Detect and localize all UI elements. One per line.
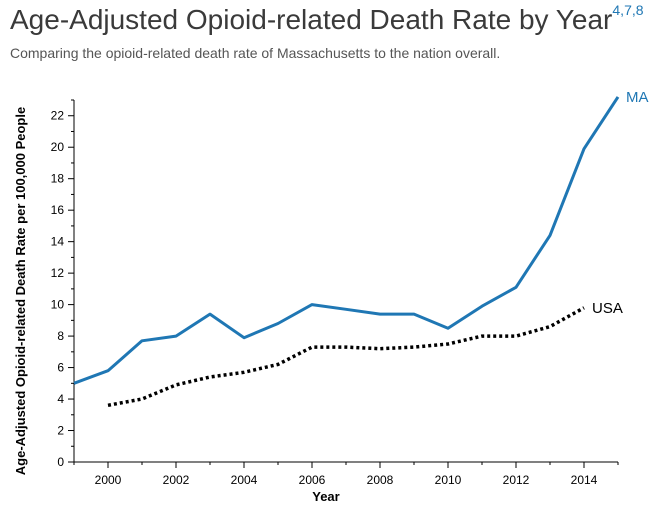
data-point-usa: [380, 348, 381, 349]
series-label-ma: MA: [626, 89, 649, 106]
data-point-usa: [346, 347, 347, 348]
y-axis-label: Age-Adjusted Opioid-related Death Rate p…: [13, 107, 28, 475]
data-point-usa: [176, 384, 177, 385]
y-tick-label: 20: [51, 140, 65, 154]
y-tick-label: 8: [57, 329, 64, 343]
series-line-usa: [107, 306, 585, 408]
x-tick-label: 2008: [367, 473, 394, 487]
data-point-usa: [584, 307, 585, 308]
data-point-usa: [516, 336, 517, 337]
series-line-ma: [73, 96, 620, 385]
data-point-ma: [108, 370, 109, 371]
data-point-usa: [244, 372, 245, 373]
data-point-usa: [414, 347, 415, 348]
x-axis-label: Year: [312, 489, 339, 504]
data-point-ma: [448, 328, 449, 329]
data-point-ma: [516, 287, 517, 288]
x-tick-label: 2002: [163, 473, 190, 487]
data-point-ma: [210, 314, 211, 315]
y-tick-label: 18: [51, 172, 65, 186]
y-tick-label: 22: [51, 109, 65, 123]
chart-series: MA USA: [73, 89, 649, 408]
data-point-usa: [278, 364, 279, 365]
y-tick-label: 2: [57, 424, 64, 438]
y-tick-label: 4: [57, 392, 64, 406]
data-point-usa: [448, 343, 449, 344]
x-tick-label: 2014: [571, 473, 598, 487]
x-tick-label: 2006: [299, 473, 326, 487]
data-point-ma: [278, 323, 279, 324]
data-point-ma: [142, 340, 143, 341]
x-tick-label: 2000: [95, 473, 122, 487]
y-tick-label: 10: [51, 298, 65, 312]
y-tick-label: 6: [57, 361, 64, 375]
footnote-references[interactable]: 4,7,8: [612, 1, 644, 18]
data-point-ma: [482, 306, 483, 307]
y-tick-label: 0: [57, 455, 64, 469]
data-point-ma: [380, 314, 381, 315]
data-point-usa: [108, 405, 109, 406]
chart-subtitle: Comparing the opioid-related death rate …: [10, 45, 501, 61]
data-point-usa: [482, 336, 483, 337]
chart-title-text: Age-Adjusted Opioid-related Death Rate b…: [10, 4, 613, 35]
chart-axes: 0 2 4 6 8 10 12 14 16 18 20 22 2000 2002 2004 2006 2008 2…: [51, 99, 619, 487]
data-point-ma: [244, 337, 245, 338]
data-point-ma: [74, 383, 75, 384]
y-tick-label: 16: [51, 203, 65, 217]
series-label-usa: USA: [592, 300, 623, 317]
y-tick-label: 12: [51, 266, 65, 280]
data-point-usa: [550, 326, 551, 327]
data-point-usa: [312, 347, 313, 348]
data-point-ma: [312, 304, 313, 305]
data-point-ma: [584, 148, 585, 149]
x-tick-label: 2012: [503, 473, 530, 487]
data-point-usa: [210, 377, 211, 378]
y-tick-label: 14: [51, 235, 65, 249]
data-point-ma: [346, 309, 347, 310]
data-point-ma: [618, 96, 619, 97]
data-point-ma: [176, 336, 177, 337]
data-point-ma: [414, 314, 415, 315]
chart-title: Age-Adjusted Opioid-related Death Rate b…: [10, 1, 644, 36]
x-tick-label: 2010: [435, 473, 462, 487]
data-point-ma: [550, 235, 551, 236]
data-point-usa: [142, 399, 143, 400]
x-tick-label: 2004: [231, 473, 258, 487]
